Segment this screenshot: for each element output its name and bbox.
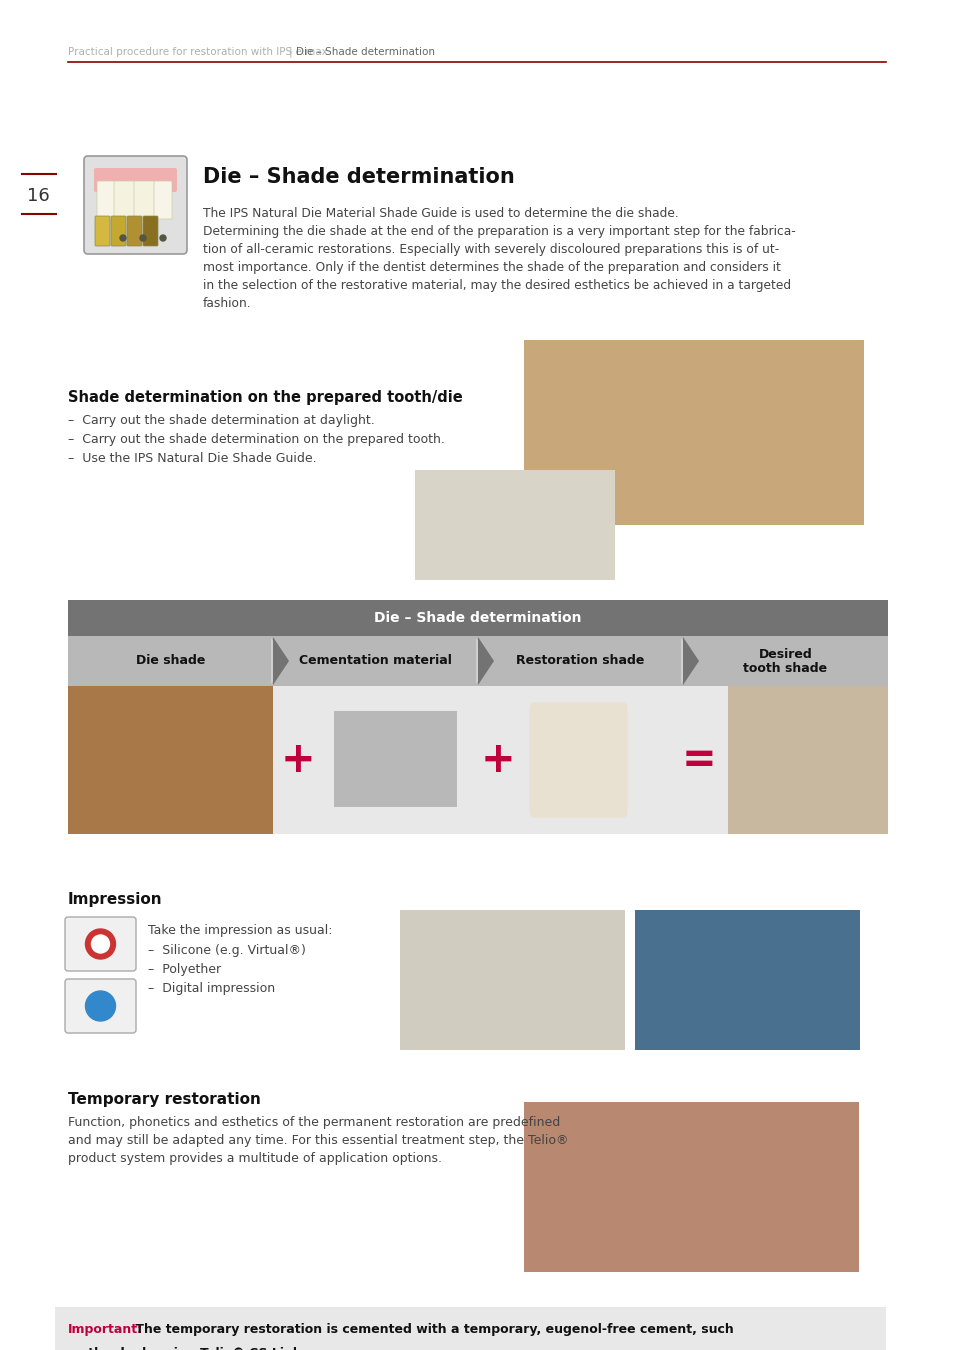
Text: Practical procedure for restoration with IPS e.max: Practical procedure for restoration with… — [68, 47, 328, 57]
Polygon shape — [477, 637, 494, 684]
Polygon shape — [680, 639, 697, 684]
Text: –  Use the IPS Natural Die Shade Guide.: – Use the IPS Natural Die Shade Guide. — [68, 452, 316, 464]
Text: as the dual-curing Telio® CS Link.: as the dual-curing Telio® CS Link. — [68, 1346, 306, 1350]
FancyBboxPatch shape — [127, 216, 142, 246]
FancyBboxPatch shape — [65, 917, 136, 971]
FancyBboxPatch shape — [529, 702, 627, 818]
Text: –  Polyether: – Polyether — [148, 963, 221, 976]
Text: Cementation material: Cementation material — [298, 655, 452, 667]
Text: –  Carry out the shade determination on the prepared tooth.: – Carry out the shade determination on t… — [68, 433, 444, 446]
FancyBboxPatch shape — [523, 1102, 858, 1272]
Polygon shape — [271, 639, 287, 684]
Text: product system provides a multitude of application options.: product system provides a multitude of a… — [68, 1152, 441, 1165]
FancyBboxPatch shape — [273, 686, 887, 834]
Text: Die – Shade determination: Die – Shade determination — [203, 167, 515, 188]
Circle shape — [86, 929, 115, 958]
FancyBboxPatch shape — [84, 157, 187, 254]
FancyBboxPatch shape — [727, 686, 887, 834]
Circle shape — [91, 936, 110, 953]
FancyBboxPatch shape — [523, 340, 863, 525]
Text: most importance. Only if the dentist determines the shade of the preparation and: most importance. Only if the dentist det… — [203, 261, 781, 274]
Text: Impression: Impression — [68, 892, 162, 907]
Text: –  Carry out the shade determination at daylight.: – Carry out the shade determination at d… — [68, 414, 375, 427]
Text: 16: 16 — [27, 188, 50, 205]
Text: Shade determination on the prepared tooth/die: Shade determination on the prepared toot… — [68, 390, 462, 405]
Text: Die – Shade determination: Die – Shade determination — [374, 612, 581, 625]
Text: –  Digital impression: – Digital impression — [148, 981, 274, 995]
Text: +: + — [280, 738, 314, 782]
Text: in the selection of the restorative material, may the desired esthetics be achie: in the selection of the restorative mate… — [203, 279, 790, 292]
Text: The IPS Natural Die Material Shade Guide is used to determine the die shade.: The IPS Natural Die Material Shade Guide… — [203, 207, 678, 220]
Circle shape — [86, 991, 115, 1021]
FancyBboxPatch shape — [68, 636, 273, 686]
FancyBboxPatch shape — [95, 216, 110, 246]
Text: Temporary restoration: Temporary restoration — [68, 1092, 260, 1107]
FancyBboxPatch shape — [113, 181, 135, 225]
FancyBboxPatch shape — [143, 216, 158, 246]
Text: Die – Shade determination: Die – Shade determination — [295, 47, 435, 57]
FancyBboxPatch shape — [68, 686, 273, 834]
FancyBboxPatch shape — [97, 181, 115, 221]
FancyBboxPatch shape — [153, 181, 172, 219]
Circle shape — [160, 235, 166, 242]
Text: |: | — [288, 47, 292, 57]
FancyBboxPatch shape — [55, 1307, 885, 1350]
FancyBboxPatch shape — [133, 181, 154, 225]
Text: Take the impression as usual:: Take the impression as usual: — [148, 923, 333, 937]
FancyBboxPatch shape — [273, 636, 477, 686]
Text: =: = — [681, 738, 716, 782]
FancyBboxPatch shape — [65, 979, 136, 1033]
FancyBboxPatch shape — [68, 599, 887, 636]
Circle shape — [140, 235, 146, 242]
Text: tooth shade: tooth shade — [742, 663, 826, 675]
Polygon shape — [682, 637, 699, 684]
FancyBboxPatch shape — [94, 167, 177, 192]
Text: Restoration shade: Restoration shade — [516, 655, 644, 667]
FancyBboxPatch shape — [415, 470, 615, 580]
Text: Important:: Important: — [68, 1323, 143, 1335]
Text: Determining the die shade at the end of the preparation is a very important step: Determining the die shade at the end of … — [203, 225, 795, 238]
Text: The temporary restoration is cemented with a temporary, eugenol-free cement, suc: The temporary restoration is cemented wi… — [131, 1323, 733, 1335]
Text: Die shade: Die shade — [135, 655, 205, 667]
Polygon shape — [273, 637, 289, 684]
Text: +: + — [480, 738, 516, 782]
FancyBboxPatch shape — [335, 711, 457, 807]
FancyBboxPatch shape — [635, 910, 859, 1050]
Circle shape — [120, 235, 126, 242]
Text: tion of all-ceramic restorations. Especially with severely discoloured preparati: tion of all-ceramic restorations. Especi… — [203, 243, 779, 256]
FancyBboxPatch shape — [477, 636, 682, 686]
FancyBboxPatch shape — [111, 216, 126, 246]
FancyBboxPatch shape — [399, 910, 624, 1050]
Text: Function, phonetics and esthetics of the permanent restoration are predefined: Function, phonetics and esthetics of the… — [68, 1116, 559, 1129]
Text: –  Silicone (e.g. Virtual®): – Silicone (e.g. Virtual®) — [148, 944, 306, 957]
Text: and may still be adapted any time. For this essential treatment step, the Telio®: and may still be adapted any time. For t… — [68, 1134, 568, 1148]
Text: Desired: Desired — [758, 648, 812, 660]
Text: fashion.: fashion. — [203, 297, 252, 310]
FancyBboxPatch shape — [682, 636, 887, 686]
Polygon shape — [476, 639, 492, 684]
